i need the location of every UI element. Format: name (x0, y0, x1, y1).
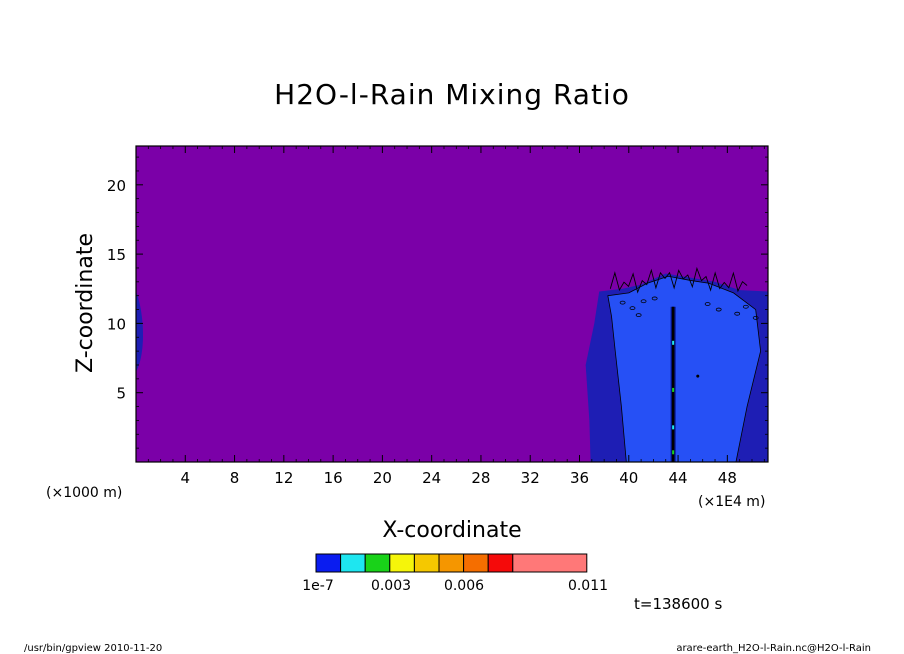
footer-right: arare-earth_H2O-l-Rain.nc@H2O-l-Rain (676, 643, 871, 654)
x-tick-label: 32 (521, 469, 540, 487)
contour-speck-1 (619, 300, 626, 305)
contour-speck-10 (635, 313, 642, 317)
colorbar-swatch-5 (413, 553, 440, 573)
y-tick-label: 15 (107, 246, 126, 264)
y-tick-label: 5 (116, 385, 126, 403)
colorbar-swatch-2 (340, 553, 366, 573)
colorbar-label: 0.011 (568, 578, 608, 594)
x-tick-label: 8 (230, 469, 240, 487)
time-label: t=138600 s (634, 595, 722, 613)
x-tick-label: 36 (570, 469, 589, 487)
colorbar-label: 0.003 (371, 578, 411, 594)
x-tick-label: 48 (718, 469, 737, 487)
colorbar-labels: 1e-7 0.003 0.006 0.011 (302, 578, 608, 594)
colorbar-swatch-3 (364, 553, 391, 573)
footer-left: /usr/bin/gpview 2010-11-20 (24, 643, 162, 654)
contour-speck-3 (640, 299, 647, 304)
x-tick-label: 20 (373, 469, 392, 487)
y-axis: 5 10 15 20 (107, 156, 768, 449)
colorbar (315, 553, 588, 573)
x-tick-label: 40 (619, 469, 638, 487)
chart-title: H2O-l-Rain Mixing Ratio (274, 78, 630, 111)
plot-area (135, 145, 769, 463)
colorbar-label: 0.006 (444, 578, 484, 594)
contour-speck-5 (704, 302, 711, 306)
x-tick-label: 44 (669, 469, 688, 487)
cloud-top-contour (609, 266, 748, 294)
colorbar-swatch-6 (438, 553, 465, 573)
contour-dot (696, 374, 700, 378)
colorbar-swatch-8 (487, 553, 514, 573)
colorbar-swatch-4 (389, 553, 415, 573)
core-highlight-3 (672, 340, 675, 345)
z-unit-note: (×1000 m) (46, 485, 122, 501)
contour-speck-9 (752, 315, 759, 320)
contour-speck-8 (742, 304, 749, 309)
contour-speck-6 (715, 307, 722, 312)
core-highlight-4 (672, 450, 675, 455)
colorbar-swatch-1 (315, 553, 342, 573)
x-tick-label: 16 (324, 469, 343, 487)
colorbar-swatch-7 (463, 553, 489, 573)
plot-frame (135, 145, 769, 463)
core-highlight-2 (672, 387, 675, 392)
x-axis-label: X-coordinate (382, 518, 521, 543)
y-tick-label: 10 (107, 315, 126, 333)
x-tick-label: 28 (471, 469, 490, 487)
colorbar-swatch-9 (512, 553, 588, 573)
x-tick-label: 4 (181, 469, 191, 487)
colorbar-label: 1e-7 (302, 578, 333, 594)
x-unit-note: (×1E4 m) (698, 494, 765, 510)
x-axis: 4 8 12 16 20 24 28 32 36 40 44 48 (147, 146, 765, 487)
contour-speck-2 (629, 306, 636, 311)
x-tick-label: 24 (422, 469, 441, 487)
y-axis-label: Z-coordinate (73, 233, 98, 373)
contour-speck-4 (651, 296, 658, 301)
rain-contour-left-edge (136, 291, 143, 372)
x-tick-label: 12 (274, 469, 293, 487)
rain-contour-inner (607, 275, 762, 463)
core-highlight-1 (672, 425, 675, 430)
y-tick-label: 20 (107, 177, 126, 195)
contour-speck-7 (734, 311, 741, 316)
